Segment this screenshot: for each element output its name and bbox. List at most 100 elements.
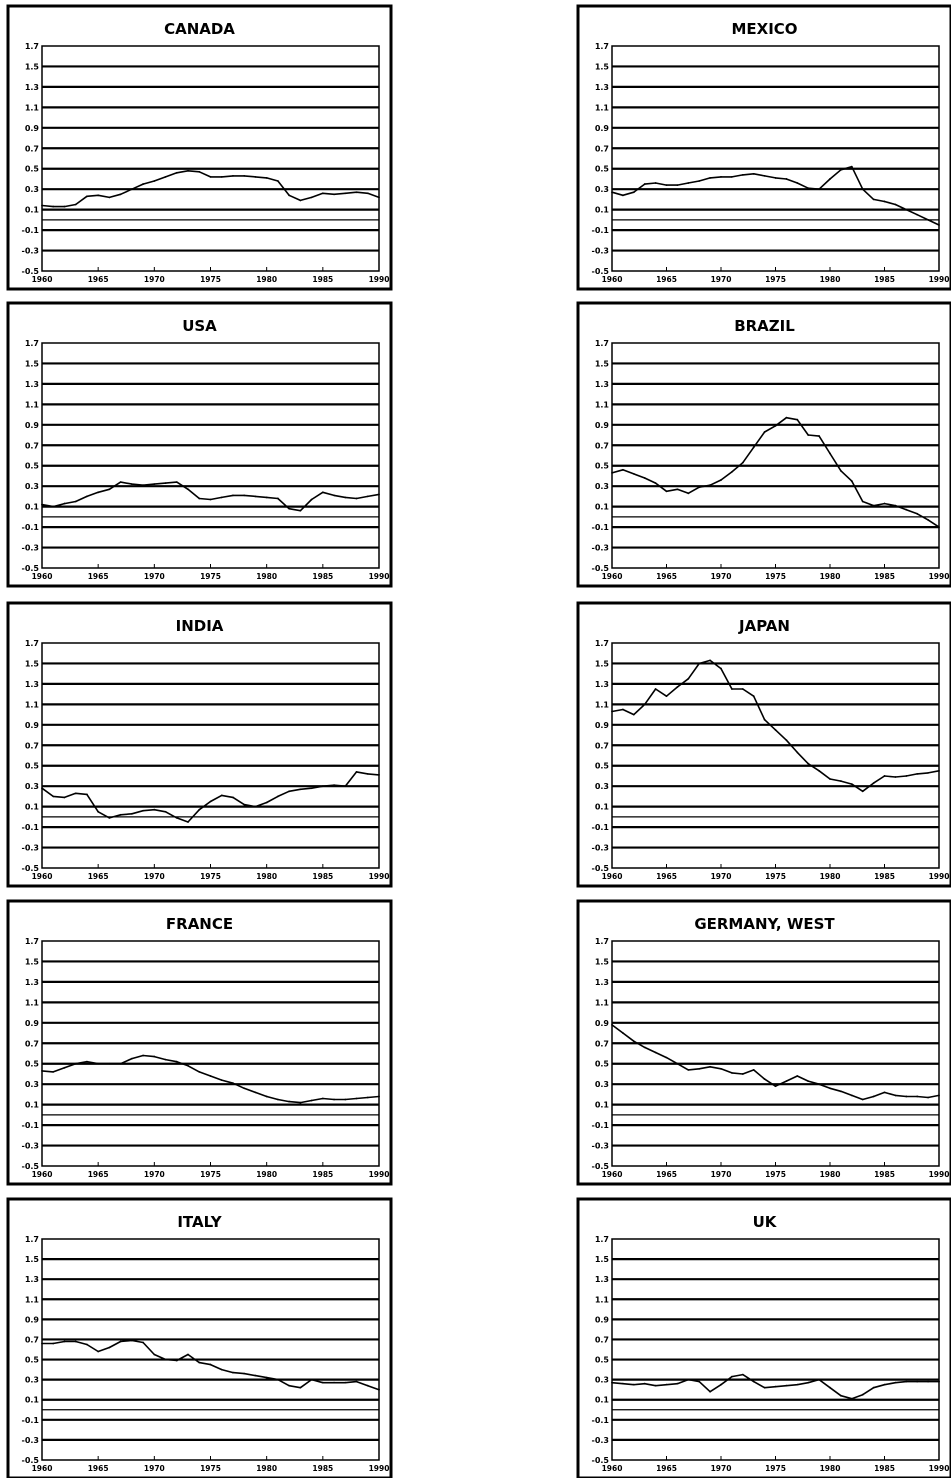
data-point xyxy=(818,188,820,191)
data-point xyxy=(355,770,358,773)
y-tick-label: 0.7 xyxy=(25,144,39,153)
data-point xyxy=(52,505,55,508)
data-point xyxy=(366,773,369,775)
data-point xyxy=(632,1383,635,1386)
x-tick-label: 1960 xyxy=(32,572,53,581)
data-point xyxy=(807,1080,810,1083)
y-tick-label: -0.3 xyxy=(592,247,610,256)
data-point xyxy=(97,1062,100,1065)
data-point xyxy=(321,1381,324,1384)
data-point xyxy=(52,795,55,798)
data-point xyxy=(938,769,940,772)
x-tick-label: 1965 xyxy=(88,872,109,881)
x-tick-label: 1965 xyxy=(88,275,109,284)
data-point xyxy=(142,484,145,487)
data-point xyxy=(698,1380,701,1383)
data-point xyxy=(288,507,291,510)
data-point xyxy=(938,1380,940,1383)
x-tick-label: 1970 xyxy=(144,572,165,581)
y-tick-label: 0.9 xyxy=(25,124,40,133)
data-point xyxy=(97,194,100,197)
y-tick-label: -0.3 xyxy=(22,1436,40,1445)
data-point xyxy=(927,519,929,521)
data-point xyxy=(209,1363,212,1366)
data-point xyxy=(698,486,701,489)
data-point xyxy=(752,172,755,175)
x-tick-label: 1965 xyxy=(656,572,677,581)
data-point xyxy=(41,1342,43,1345)
data-point xyxy=(611,710,613,713)
x-tick-label: 1990 xyxy=(929,572,950,581)
y-tick-label: -0.1 xyxy=(22,226,40,235)
data-point xyxy=(310,498,313,501)
chart-title: ITALY xyxy=(177,1213,222,1231)
data-point xyxy=(344,192,347,195)
x-tick-label: 1985 xyxy=(874,1170,895,1179)
y-tick-label: -0.5 xyxy=(592,267,610,276)
data-point xyxy=(676,184,679,186)
data-point xyxy=(643,477,646,479)
data-point xyxy=(883,200,886,203)
y-tick-label: 0.5 xyxy=(25,1356,40,1365)
data-point xyxy=(840,469,842,472)
x-tick-label: 1980 xyxy=(820,1464,841,1473)
data-point xyxy=(632,1040,635,1043)
x-tick-label: 1980 xyxy=(820,1170,841,1179)
y-tick-label: 1.7 xyxy=(595,339,609,348)
y-tick-label: 0.9 xyxy=(595,721,610,730)
y-tick-label: 0.5 xyxy=(25,462,40,471)
y-tick-label: 0.9 xyxy=(595,1315,610,1324)
data-point xyxy=(905,208,908,211)
x-tick-label: 1985 xyxy=(874,872,895,881)
data-point xyxy=(108,816,111,819)
data-point xyxy=(142,1341,145,1344)
data-point xyxy=(63,796,66,799)
data-point xyxy=(698,1067,701,1070)
data-point xyxy=(277,180,279,182)
data-point xyxy=(720,667,722,670)
data-point xyxy=(731,470,733,473)
x-tick-label: 1985 xyxy=(874,572,895,581)
data-point xyxy=(665,1056,668,1059)
y-tick-label: 1.3 xyxy=(25,83,39,92)
x-tick-label: 1970 xyxy=(144,1170,165,1179)
y-tick-label: 1.3 xyxy=(595,380,609,389)
y-tick-label: 0.1 xyxy=(25,803,40,812)
x-tick-label: 1990 xyxy=(369,1170,390,1179)
y-tick-label: 0.7 xyxy=(25,1039,39,1048)
y-tick-label: 0.1 xyxy=(25,206,40,215)
data-point xyxy=(709,1065,711,1068)
data-point xyxy=(687,677,690,680)
data-point xyxy=(829,1087,831,1090)
data-point xyxy=(796,1383,799,1386)
x-tick-label: 1985 xyxy=(874,1464,895,1473)
data-point xyxy=(741,461,744,464)
y-tick-label: 0.1 xyxy=(25,1101,40,1110)
data-point xyxy=(243,494,246,497)
y-tick-label: 1.5 xyxy=(595,957,610,966)
data-point xyxy=(299,1101,302,1104)
y-tick-label: 0.5 xyxy=(25,165,40,174)
data-point xyxy=(905,1095,908,1098)
data-point xyxy=(720,479,722,481)
data-point xyxy=(665,1383,668,1386)
data-point xyxy=(164,1058,167,1061)
data-point xyxy=(277,1098,279,1101)
data-point xyxy=(850,480,853,482)
data-point xyxy=(288,790,291,793)
data-point xyxy=(153,1353,156,1356)
y-tick-label: 0.7 xyxy=(595,741,609,750)
data-point xyxy=(142,183,145,185)
data-point xyxy=(654,1051,657,1054)
data-point xyxy=(153,483,156,486)
data-point xyxy=(785,1384,788,1387)
data-point xyxy=(378,774,380,776)
data-point xyxy=(232,796,234,799)
x-tick-label: 1965 xyxy=(656,1170,677,1179)
data-point xyxy=(355,1380,358,1383)
data-point xyxy=(861,1393,864,1396)
data-point xyxy=(709,484,711,487)
data-point xyxy=(643,183,646,185)
y-tick-label: 1.3 xyxy=(595,978,609,987)
data-point xyxy=(611,471,613,474)
